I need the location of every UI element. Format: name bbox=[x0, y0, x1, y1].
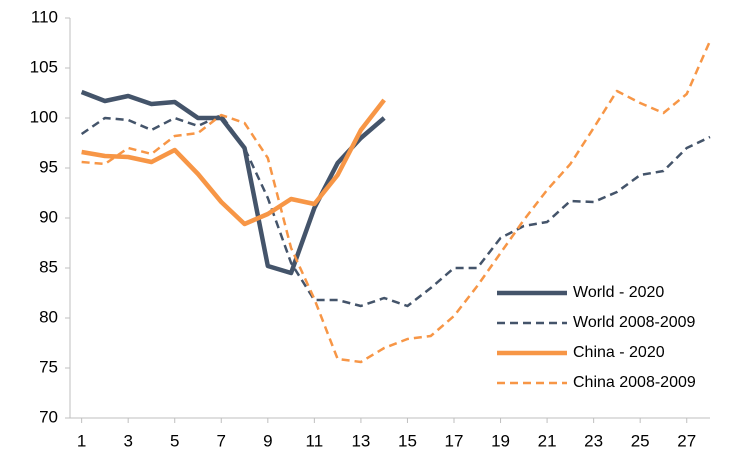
x-tick-label: 15 bbox=[398, 431, 417, 450]
x-tick-label: 5 bbox=[170, 431, 179, 450]
y-tick-label: 70 bbox=[39, 407, 58, 426]
y-tick-label: 95 bbox=[39, 157, 58, 176]
x-tick-label: 3 bbox=[123, 431, 132, 450]
x-tick-label: 1 bbox=[77, 431, 86, 450]
y-tick-label: 75 bbox=[39, 357, 58, 376]
y-tick-label: 100 bbox=[30, 107, 58, 126]
x-tick-label: 21 bbox=[538, 431, 557, 450]
x-tick-label: 27 bbox=[677, 431, 696, 450]
legend-label: World 2008-2009 bbox=[573, 314, 696, 331]
y-tick-label: 90 bbox=[39, 207, 58, 226]
x-tick-label: 9 bbox=[263, 431, 272, 450]
x-tick-label: 17 bbox=[445, 431, 464, 450]
series-line bbox=[81, 40, 712, 364]
legend-label: World - 2020 bbox=[573, 284, 664, 301]
x-tick-label: 25 bbox=[631, 431, 650, 450]
y-tick-label: 80 bbox=[39, 307, 58, 326]
x-tick-label: 23 bbox=[584, 431, 603, 450]
series-line bbox=[81, 98, 386, 227]
legend-label: China - 2020 bbox=[573, 344, 665, 361]
y-tick-label: 105 bbox=[30, 57, 58, 76]
x-tick-label: 7 bbox=[217, 431, 226, 450]
y-tick-label: 85 bbox=[39, 257, 58, 276]
x-tick-label: 11 bbox=[306, 431, 324, 450]
legend-label: China 2008-2009 bbox=[573, 374, 696, 391]
x-tick-label: 13 bbox=[351, 431, 370, 450]
x-tick-label: 19 bbox=[491, 431, 510, 450]
series-line bbox=[80, 113, 711, 308]
y-tick-label: 110 bbox=[31, 7, 58, 26]
